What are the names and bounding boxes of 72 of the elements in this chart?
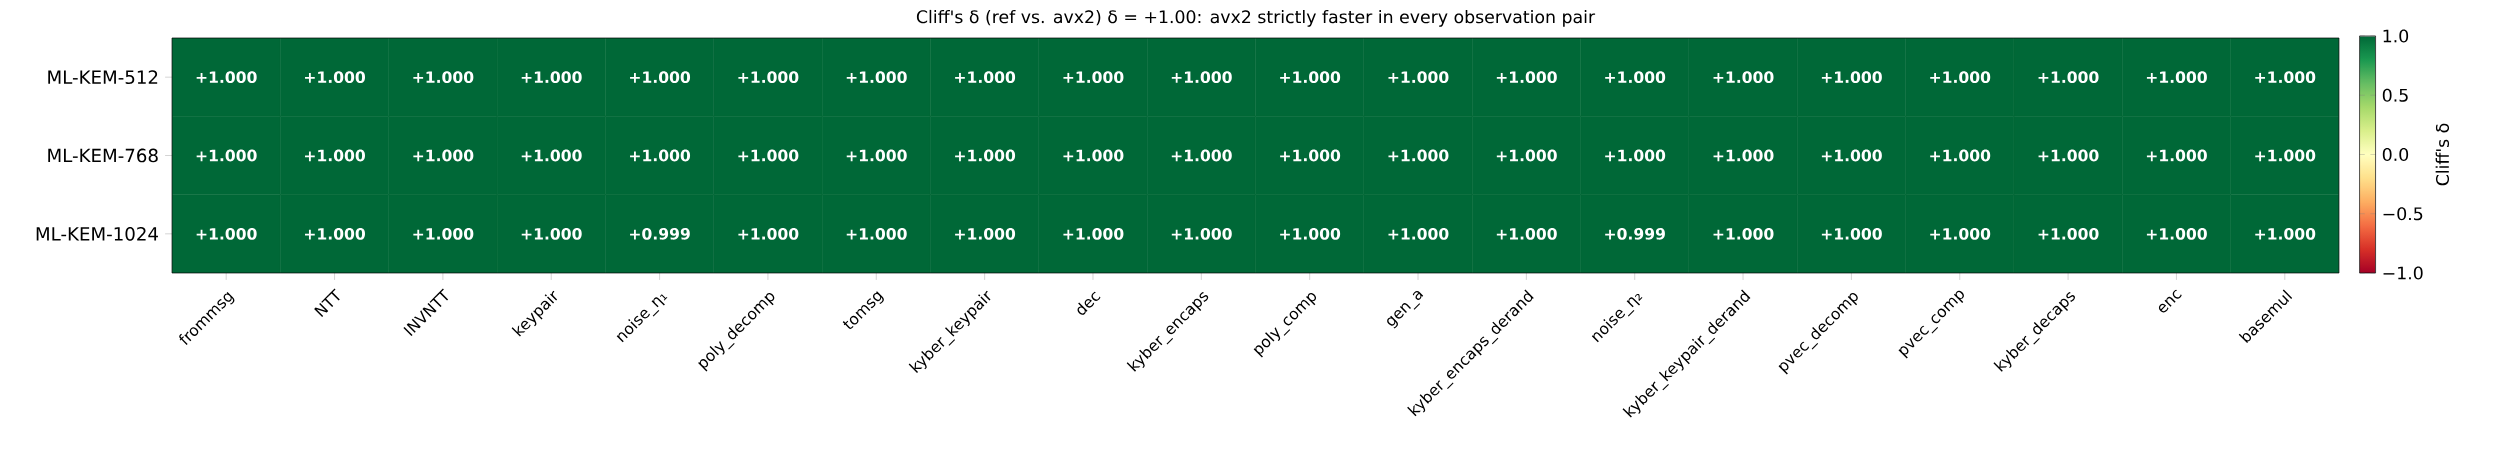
data-label: +1.000: [1280, 227, 1341, 240]
data-label: +1.000: [2146, 227, 2207, 240]
data-label: +0.999: [1605, 227, 1665, 240]
data-label: +1.000: [1171, 71, 1232, 84]
data-label: +1.000: [1063, 227, 1124, 240]
data-label: +1.000: [1713, 227, 1774, 240]
data-label: +1.000: [1496, 71, 1557, 84]
data-label: +1.000: [1171, 227, 1232, 240]
data-label: +1.000: [1063, 71, 1124, 84]
data-label: +1.000: [738, 149, 799, 162]
y-tick-label: ML-KEM-768: [48, 148, 158, 163]
data-label: +1.000: [2255, 149, 2316, 162]
data-label: +1.000: [955, 71, 1016, 84]
data-label: +1.000: [1280, 71, 1341, 84]
data-label: +0.999: [630, 227, 690, 240]
data-label: +1.000: [521, 227, 582, 240]
data-label: +1.000: [1821, 149, 1882, 162]
data-label: +1.000: [1605, 71, 1666, 84]
data-label: +1.000: [1171, 149, 1232, 162]
data-label: +1.000: [1821, 71, 1882, 84]
data-label: +1.000: [305, 149, 366, 162]
x-tick-label: dec: [1077, 291, 1101, 315]
color-bar-label: −1.0: [2383, 266, 2423, 280]
data-label: +1.000: [2038, 71, 2099, 84]
data-label: +1.000: [630, 71, 691, 84]
data-label: +1.000: [196, 71, 257, 84]
data-label: +1.000: [413, 227, 474, 240]
data-label: +1.000: [1930, 227, 1991, 240]
data-label: +1.000: [2038, 149, 2099, 162]
data-label: +1.000: [630, 149, 691, 162]
data-label: +1.000: [2038, 227, 2099, 240]
data-label: +1.000: [846, 71, 907, 84]
data-label: +1.000: [1930, 149, 1991, 162]
data-label: +1.000: [2146, 149, 2207, 162]
data-label: +1.000: [413, 71, 474, 84]
data-label: +1.000: [738, 227, 799, 240]
data-label: +1.000: [413, 149, 474, 162]
data-label: +1.000: [1388, 149, 1449, 162]
data-label: +1.000: [738, 71, 799, 84]
data-label: +1.000: [1605, 149, 1666, 162]
data-label: +1.000: [2146, 71, 2207, 84]
data-label: +1.000: [521, 149, 582, 162]
data-label: +1.000: [196, 149, 257, 162]
data-label: +1.000: [1496, 227, 1557, 240]
y-tick-label: ML-KEM-1024: [36, 226, 158, 241]
data-label: +1.000: [846, 227, 907, 240]
data-label: +1.000: [1821, 227, 1882, 240]
color-bar-label: 0.0: [2382, 147, 2409, 162]
data-label: +1.000: [955, 149, 1016, 162]
data-label: +1.000: [1930, 71, 1991, 84]
chart-title: Cliff's δ (ref vs. avx2) δ = +1.00: avx2 strictly faster in every observation pair: [916, 9, 1596, 27]
data-label: +1.000: [521, 71, 582, 84]
color-bar-label: 0.5: [2382, 88, 2408, 102]
color-bar-label: −0.5: [2383, 207, 2423, 221]
data-label: +1.000: [196, 227, 257, 240]
data-label: +1.000: [305, 71, 366, 84]
data-label: +1.000: [1713, 71, 1774, 84]
data-label: +1.000: [305, 227, 366, 240]
y-tick-label: ML-KEM-512: [48, 70, 158, 85]
color-bar-title: Cliff's δ: [2435, 123, 2450, 186]
data-label: +1.000: [1280, 149, 1341, 162]
data-label: +1.000: [2255, 71, 2316, 84]
x-tick-label: enc: [2158, 289, 2182, 313]
data-label: +1.000: [1388, 227, 1449, 240]
data-label: +1.000: [1496, 149, 1557, 162]
data-label: +1.000: [1063, 149, 1124, 162]
data-label: +1.000: [2255, 227, 2316, 240]
data-label: +1.000: [846, 149, 907, 162]
data-label: +1.000: [955, 227, 1016, 240]
data-label: +1.000: [1388, 71, 1449, 84]
data-label: +1.000: [1713, 149, 1774, 162]
color-bar-label: 1.0: [2383, 29, 2409, 43]
